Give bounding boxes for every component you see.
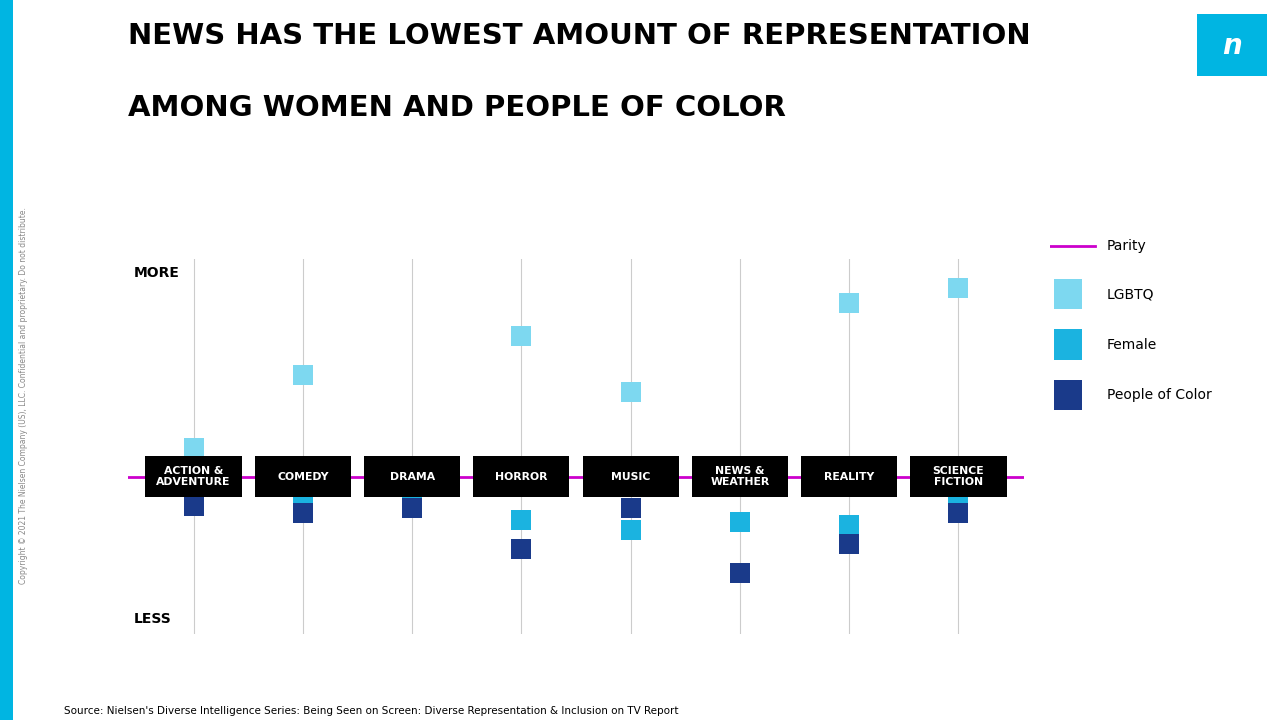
Point (730, 567, 750, 579)
Point (183, 500, 204, 511)
FancyBboxPatch shape (255, 456, 351, 497)
Text: People of Color: People of Color (1107, 388, 1212, 402)
Point (838, 297, 859, 308)
Bar (1053, 330, 1083, 360)
Point (838, 539, 859, 550)
Point (730, 517, 750, 528)
Point (838, 519, 859, 531)
Text: LGBTQ: LGBTQ (1107, 287, 1155, 301)
Bar (1053, 380, 1083, 410)
Text: SCIENCE
FICTION: SCIENCE FICTION (933, 466, 984, 487)
Text: COMEDY: COMEDY (276, 472, 329, 482)
Point (948, 507, 969, 518)
Point (621, 387, 641, 398)
FancyBboxPatch shape (474, 456, 570, 497)
Bar (1053, 279, 1083, 310)
Point (948, 282, 969, 294)
Point (293, 507, 314, 518)
Point (402, 492, 422, 504)
Text: NEWS HAS THE LOWEST AMOUNT OF REPRESENTATION: NEWS HAS THE LOWEST AMOUNT OF REPRESENTA… (128, 22, 1030, 50)
Point (948, 495, 969, 506)
Text: n: n (1222, 32, 1242, 60)
Point (183, 483, 204, 495)
FancyBboxPatch shape (582, 456, 678, 497)
Text: DRAMA: DRAMA (389, 472, 435, 482)
Point (293, 369, 314, 381)
Point (511, 514, 531, 526)
FancyBboxPatch shape (691, 456, 788, 497)
FancyBboxPatch shape (364, 456, 461, 497)
Text: REALITY: REALITY (824, 472, 874, 482)
Text: Female: Female (1107, 338, 1157, 351)
Text: ACTION &
ADVENTURE: ACTION & ADVENTURE (156, 466, 230, 487)
Text: Parity: Parity (1107, 239, 1147, 253)
Text: Source: Nielsen's Diverse Intelligence Series: Being Seen on Screen: Diverse Rep: Source: Nielsen's Diverse Intelligence S… (64, 706, 678, 716)
Point (511, 330, 531, 342)
Text: Copyright © 2021 The Nielsen Company (US), LLC. Confidential and proprietary. Do: Copyright © 2021 The Nielsen Company (US… (18, 207, 28, 585)
Point (183, 442, 204, 454)
Text: MORE: MORE (133, 266, 179, 281)
FancyBboxPatch shape (910, 456, 1006, 497)
Point (621, 524, 641, 536)
Point (293, 490, 314, 502)
Text: AMONG WOMEN AND PEOPLE OF COLOR: AMONG WOMEN AND PEOPLE OF COLOR (128, 94, 786, 122)
Point (511, 544, 531, 555)
Point (621, 503, 641, 514)
Text: HORROR: HORROR (495, 472, 548, 482)
Text: LESS: LESS (133, 612, 172, 626)
Text: MUSIC: MUSIC (611, 472, 650, 482)
Text: NEWS &
WEATHER: NEWS & WEATHER (710, 466, 769, 487)
Point (402, 503, 422, 514)
FancyBboxPatch shape (146, 456, 242, 497)
FancyBboxPatch shape (801, 456, 897, 497)
